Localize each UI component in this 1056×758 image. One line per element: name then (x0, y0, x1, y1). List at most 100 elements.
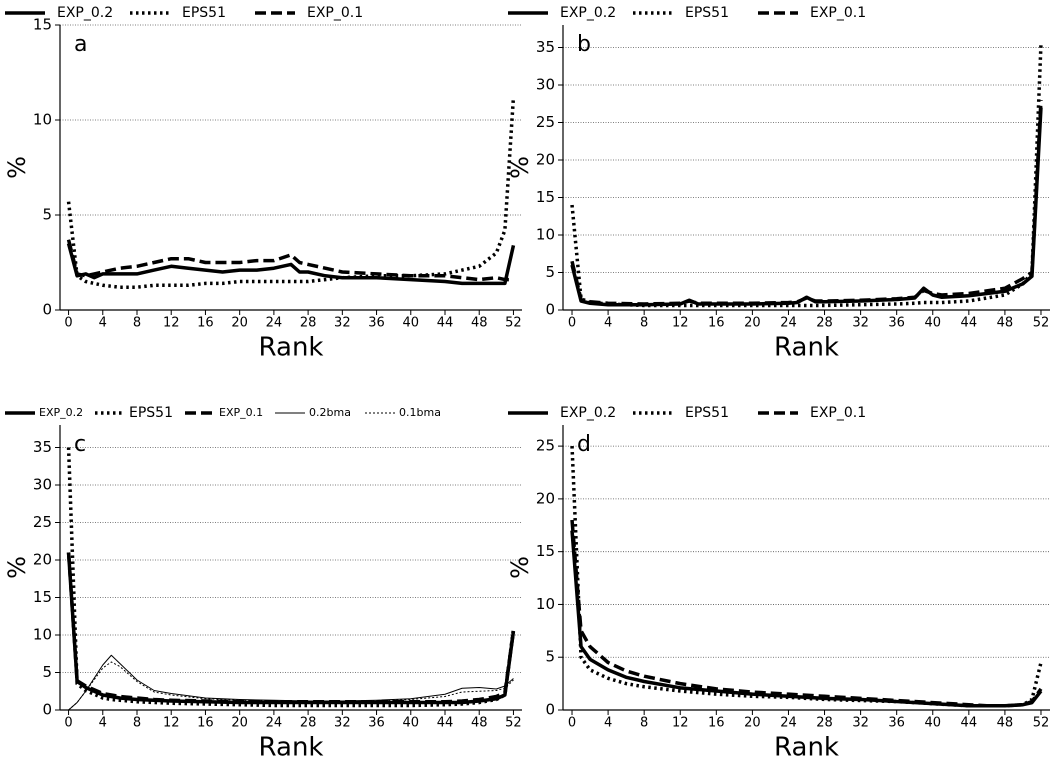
y-tick-label: 15 (536, 542, 555, 560)
legend-label: EXP_0.2 (39, 406, 83, 419)
x-tick-label: 36 (888, 316, 905, 331)
series-line (68, 654, 514, 711)
x-tick-label: 20 (231, 716, 248, 731)
x-tick-label: 8 (133, 716, 141, 731)
y-tick-label: 20 (536, 151, 555, 169)
y-tick-label: 25 (536, 113, 555, 131)
y-tick-label: 25 (536, 437, 555, 455)
x-tick-label: 0 (568, 716, 576, 731)
series-line (570, 99, 1043, 306)
x-tick-label: 8 (640, 316, 648, 331)
x-tick-label: 52 (1033, 716, 1050, 731)
x-tick-label: 32 (334, 316, 351, 331)
y-tick-label: 10 (536, 595, 555, 613)
legend-label: EPS51 (685, 5, 729, 21)
x-tick-label: 52 (1033, 316, 1050, 331)
x-tick-label: 12 (163, 716, 180, 731)
x-tick-label: 16 (197, 316, 214, 331)
y-tick-label: 20 (33, 551, 52, 569)
series-line (570, 446, 1043, 708)
x-tick-label: 24 (780, 716, 797, 731)
x-axis-label: Rank (774, 733, 839, 758)
legend-label: EXP_0.2 (57, 5, 113, 21)
legend-label: 0.1bma (399, 406, 441, 419)
x-tick-label: 44 (961, 716, 978, 731)
x-tick-label: 24 (266, 316, 283, 331)
x-axis-label: Rank (259, 333, 324, 363)
y-tick-label: 15 (33, 16, 52, 34)
x-axis-label: Rank (259, 733, 324, 758)
y-axis-label: % (3, 156, 31, 179)
y-tick-label: 10 (33, 111, 52, 129)
series-line (66, 97, 516, 289)
x-tick-label: 8 (640, 716, 648, 731)
y-tick-label: 5 (42, 663, 52, 681)
y-tick-label: 0 (545, 301, 555, 319)
x-tick-label: 20 (744, 716, 761, 731)
x-tick-label: 0 (64, 316, 72, 331)
legend-label: EXP_0.1 (810, 405, 866, 421)
y-tick-label: 15 (536, 188, 555, 206)
x-tick-label: 28 (816, 316, 833, 331)
x-axis-label: Rank (774, 333, 839, 363)
series-line (570, 107, 1043, 307)
x-tick-label: 44 (437, 716, 454, 731)
x-tick-label: 48 (997, 316, 1014, 331)
x-tick-label: 32 (852, 316, 869, 331)
x-tick-label: 28 (300, 716, 317, 731)
legend-label: EXP_0.2 (560, 5, 616, 21)
y-tick-label: 35 (33, 438, 52, 456)
legend-label: EXP_0.2 (560, 405, 616, 421)
x-tick-label: 20 (231, 316, 248, 331)
y-tick-label: 15 (33, 588, 52, 606)
x-tick-label: 52 (505, 716, 522, 731)
y-axis-label: % (506, 556, 534, 579)
series-line (68, 661, 514, 711)
x-tick-label: 44 (437, 316, 454, 331)
legend-label: 0.2bma (309, 406, 351, 419)
y-tick-label: 30 (33, 476, 52, 494)
y-axis-label: % (3, 556, 31, 579)
legend-label: EXP_0.1 (219, 406, 263, 419)
x-tick-label: 12 (672, 716, 689, 731)
legend-label: EPS51 (182, 5, 226, 21)
y-tick-label: 35 (536, 38, 555, 56)
panel-label: d (577, 432, 591, 457)
y-tick-label: 5 (545, 263, 555, 281)
x-tick-label: 28 (816, 716, 833, 731)
x-tick-label: 52 (505, 316, 522, 331)
y-tick-label: 5 (545, 648, 555, 666)
series-line (66, 552, 516, 704)
x-tick-label: 24 (266, 716, 283, 731)
panel-label: c (74, 432, 86, 457)
y-tick-label: 20 (536, 489, 555, 507)
legend-label: EXP_0.1 (307, 5, 363, 21)
y-tick-label: 10 (536, 226, 555, 244)
x-tick-label: 48 (471, 716, 488, 731)
panel-label: a (74, 32, 87, 57)
x-tick-label: 24 (780, 316, 797, 331)
series-line (66, 552, 516, 705)
x-tick-label: 44 (961, 316, 978, 331)
legend-label: EPS51 (685, 405, 729, 421)
legend-label: EPS51 (129, 405, 173, 421)
x-tick-label: 40 (924, 716, 941, 731)
x-tick-label: 16 (197, 716, 214, 731)
x-tick-label: 36 (368, 716, 385, 731)
x-tick-label: 12 (672, 316, 689, 331)
x-tick-label: 40 (403, 716, 420, 731)
x-tick-label: 4 (604, 716, 612, 731)
x-tick-label: 20 (744, 316, 761, 331)
series-line (570, 530, 1043, 708)
y-tick-label: 30 (536, 76, 555, 94)
x-tick-label: 4 (604, 316, 612, 331)
x-tick-label: 4 (99, 316, 107, 331)
series-line (66, 243, 516, 286)
x-tick-label: 32 (852, 716, 869, 731)
x-tick-label: 48 (471, 316, 488, 331)
x-tick-label: 40 (403, 316, 420, 331)
x-tick-label: 28 (300, 316, 317, 331)
x-tick-label: 32 (334, 716, 351, 731)
series-line (570, 519, 1043, 708)
